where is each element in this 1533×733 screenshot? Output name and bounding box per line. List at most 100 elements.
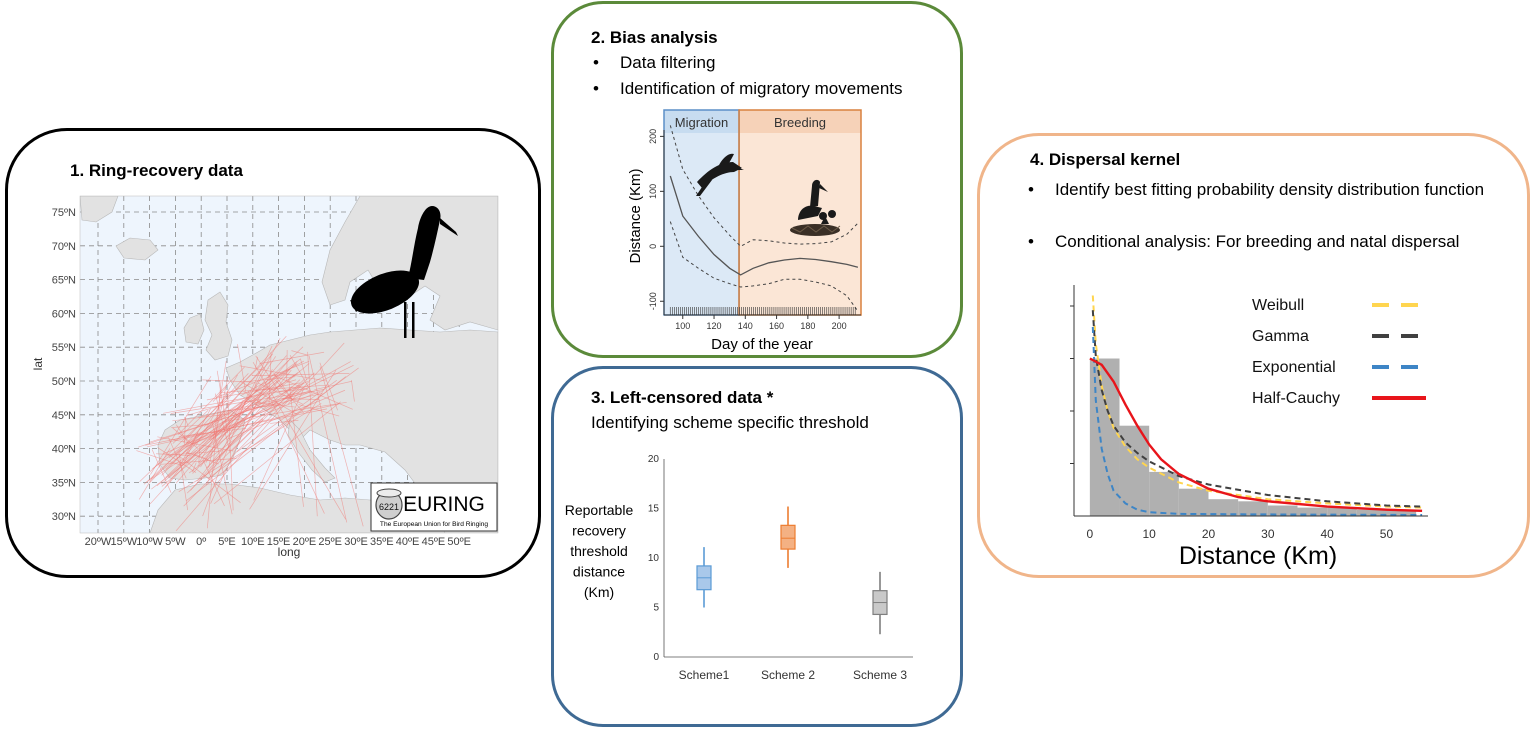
recovery-track bbox=[152, 358, 301, 470]
recovery-track bbox=[149, 402, 243, 505]
box-y-tick-label: 15 bbox=[648, 504, 660, 515]
recovery-track bbox=[307, 351, 318, 517]
flying-stork-icon bbox=[696, 153, 744, 196]
lat-tick-label: 70ºN bbox=[52, 241, 76, 253]
recovery-track bbox=[198, 390, 315, 418]
recovery-track bbox=[257, 382, 303, 405]
dispersal-kernel-chart: 0 10 20 30 40 50 Distance (Km) Weibull Gamma Exp… bbox=[1070, 285, 1428, 570]
lon-tick-label: 50ºE bbox=[447, 536, 471, 548]
box-y-tick-label: 5 bbox=[653, 603, 659, 614]
kernel-curve-half-cauchy bbox=[1089, 357, 1423, 512]
lon-tick-label: 15ºW bbox=[110, 536, 137, 548]
recovery-track bbox=[314, 380, 352, 391]
recovery-track bbox=[243, 391, 263, 405]
recovery-track bbox=[200, 401, 244, 468]
recovery-track bbox=[221, 384, 329, 393]
bias-x-tick-label: 140 bbox=[738, 321, 753, 331]
recovery-track bbox=[207, 367, 359, 480]
recovery-track bbox=[223, 404, 281, 412]
recovery-track bbox=[147, 403, 340, 448]
recovery-track bbox=[319, 366, 364, 527]
recovery-track bbox=[172, 409, 209, 444]
recovery-track bbox=[162, 391, 311, 455]
bias-x-tick-label: 120 bbox=[707, 321, 722, 331]
recovery-track bbox=[237, 344, 247, 392]
lat-tick-label: 35ºN bbox=[52, 477, 76, 489]
lon-tick-label: 10ºW bbox=[136, 536, 163, 548]
box-category-label: Scheme1 bbox=[679, 668, 730, 682]
logo-euring-text: EURING bbox=[403, 493, 485, 516]
stork-silhouette-icon bbox=[350, 206, 458, 338]
recovery-track bbox=[175, 355, 287, 484]
lat-tick-label: 30ºN bbox=[52, 511, 76, 523]
bias-axes: 100 120 140 160 180 200 -100 0 100 200 Day of the … bbox=[627, 129, 861, 353]
bias-x-tick-label: 200 bbox=[832, 321, 847, 331]
recovery-track bbox=[351, 380, 355, 402]
recovery-track bbox=[255, 355, 281, 394]
bias-y-tick-label: 200 bbox=[648, 129, 658, 144]
bias-x-tick-label: 160 bbox=[769, 321, 784, 331]
recovery-track bbox=[165, 436, 202, 470]
bias-analysis-title: 2. Bias analysis bbox=[591, 28, 718, 47]
recovery-track bbox=[177, 366, 245, 435]
ring-recovery-map: 75ºN 70ºN 65ºN 60ºN 55ºN 50ºN 45ºN 40ºN 35ºN 30ºN… bbox=[31, 195, 499, 559]
bias-bullet-1: Data filtering bbox=[593, 53, 716, 73]
histogram-bin bbox=[1149, 471, 1179, 516]
recovery-track bbox=[291, 350, 309, 356]
fit-line bbox=[669, 175, 859, 276]
kernel-curve-exponential bbox=[1091, 326, 1423, 516]
land-ireland bbox=[183, 313, 205, 345]
dispersal-kernel-title: 4. Dispersal kernel bbox=[1030, 150, 1181, 169]
lon-tick-label: 20ºE bbox=[293, 536, 317, 548]
kernel-x-tick-label: 50 bbox=[1380, 527, 1394, 541]
histogram-bin bbox=[1356, 509, 1387, 516]
recovery-track bbox=[136, 450, 182, 466]
recovery-track bbox=[216, 361, 310, 398]
bias-bullet-2: Identification of migratory movements bbox=[593, 79, 902, 99]
box-y-label-line: Reportable bbox=[565, 502, 634, 518]
recovery-track bbox=[287, 342, 345, 405]
recovery-track bbox=[255, 356, 258, 369]
recovery-track bbox=[175, 392, 296, 532]
box-y-tick-label: 10 bbox=[648, 553, 660, 564]
recovery-track bbox=[202, 379, 254, 383]
recovery-track bbox=[212, 361, 227, 439]
kernel-x-tick-label: 30 bbox=[1261, 527, 1275, 541]
stork-nest-icon bbox=[790, 179, 841, 236]
lat-tick-label: 55ºN bbox=[52, 342, 76, 354]
recovery-track bbox=[190, 423, 249, 491]
box-y-label-line: threshold bbox=[570, 543, 628, 559]
recovery-track bbox=[319, 362, 338, 411]
recovery-track bbox=[251, 373, 350, 377]
lon-tick-label: 15ºE bbox=[267, 536, 291, 548]
kernel-x-label: Distance (Km) bbox=[1179, 542, 1337, 570]
kernel-x-tick-label: 40 bbox=[1320, 527, 1334, 541]
box-axes: 0 5 10 15 20 bbox=[648, 454, 913, 663]
lat-tick-label: 50ºN bbox=[52, 376, 76, 388]
recovery-track bbox=[157, 447, 197, 473]
recovery-track bbox=[204, 380, 308, 432]
legend-label: Half-Cauchy bbox=[1252, 390, 1340, 407]
bias-y-tick-label: -100 bbox=[648, 292, 658, 310]
recovery-track bbox=[208, 376, 229, 468]
recovery-track bbox=[143, 411, 226, 485]
land-greenland bbox=[80, 196, 119, 223]
kernel-curves bbox=[1089, 295, 1423, 516]
box-category-label: Scheme 3 bbox=[853, 668, 907, 682]
histogram-bin bbox=[1386, 509, 1417, 516]
lon-tick-label: 10ºE bbox=[241, 536, 265, 548]
kernel-bullet-1: Identify best fitting probability densit… bbox=[1028, 177, 1505, 203]
histogram-bin bbox=[1238, 501, 1268, 516]
recovery-track bbox=[308, 355, 348, 523]
box-y-label: Reportable recovery threshold distance (Km) bbox=[565, 502, 634, 600]
kernel-x-tick-label: 20 bbox=[1202, 527, 1216, 541]
histogram-bin bbox=[1178, 488, 1209, 516]
recovery-track bbox=[138, 448, 171, 500]
recovery-track bbox=[283, 364, 354, 400]
box-marks: Scheme1 Scheme 2 Scheme 3 bbox=[679, 506, 907, 682]
lower-ci-line bbox=[669, 221, 859, 312]
recovery-track bbox=[288, 379, 304, 507]
bias-x-tick-label: 180 bbox=[800, 321, 815, 331]
legend-label: Exponential bbox=[1252, 359, 1336, 376]
recovery-track bbox=[151, 406, 261, 490]
